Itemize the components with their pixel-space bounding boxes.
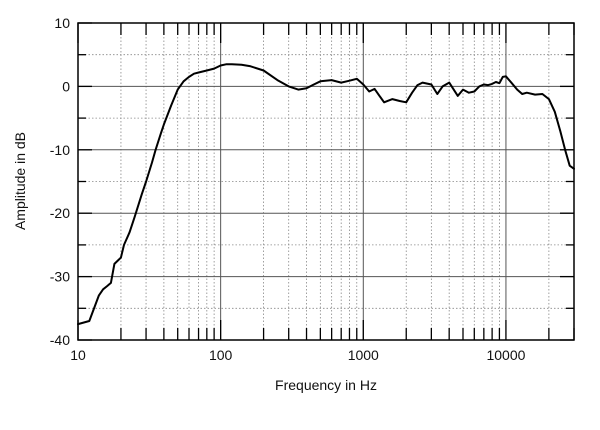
x-tick-label: 100 xyxy=(209,347,233,363)
series-group xyxy=(77,63,575,326)
x-tick-label: 10 xyxy=(70,347,86,363)
x-tick-label: 1000 xyxy=(348,347,379,363)
major-gridlines xyxy=(77,23,574,340)
x-axis-tick-labels: 10 100 1000 10000 xyxy=(70,347,525,363)
y-axis-tick-labels: 10 0 -10 -20 -30 -40 xyxy=(50,15,70,348)
minor-gridlines xyxy=(78,23,575,340)
y-tick-label: -40 xyxy=(50,332,70,348)
y-tick-label: 0 xyxy=(62,78,70,94)
x-axis-title: Frequency in Hz xyxy=(275,377,377,393)
plot-frame xyxy=(77,22,575,341)
y-tick-label: -10 xyxy=(50,142,70,158)
y-tick-label: -20 xyxy=(50,205,70,221)
y-tick-label: 10 xyxy=(54,15,70,31)
frequency-response-line xyxy=(77,63,575,326)
y-axis-title: Amplitude in dB xyxy=(12,132,28,230)
y-tick-label: -30 xyxy=(50,269,70,285)
x-tick-label: 10000 xyxy=(486,347,525,363)
